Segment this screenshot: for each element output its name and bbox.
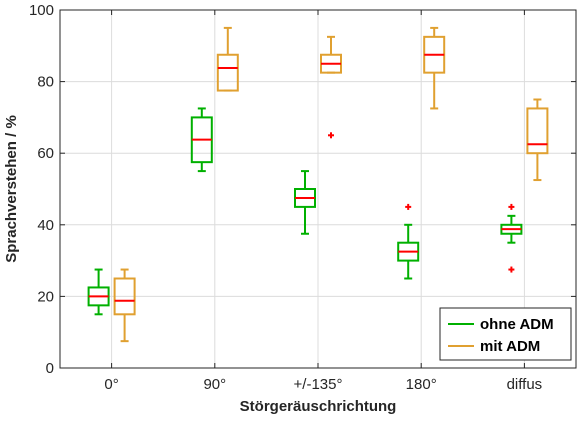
- x-tick-label: 90°: [203, 376, 226, 393]
- legend-entry-label: ohne ADM: [480, 316, 554, 333]
- box: [190, 107, 213, 173]
- x-tick-label: +/-135°: [294, 376, 343, 393]
- box: [500, 203, 523, 273]
- box-iqr: [113, 277, 136, 316]
- box: [113, 268, 136, 343]
- outlier-point: [508, 203, 515, 210]
- y-tick-label: 40: [37, 217, 54, 234]
- series-mit-adm: [113, 26, 549, 343]
- box: [87, 268, 110, 316]
- y-axis-label: Sprachverstehen / %: [3, 115, 20, 263]
- y-tick-label: 80: [37, 74, 54, 91]
- y-tick-label: 100: [29, 2, 54, 19]
- outlier-point: [405, 203, 412, 210]
- box: [397, 203, 420, 280]
- box: [216, 26, 239, 92]
- x-tick-label: diffus: [507, 376, 543, 393]
- box: [294, 170, 316, 235]
- y-tick-label: 20: [37, 288, 54, 305]
- y-tick-label: 0: [46, 360, 54, 377]
- box: [423, 26, 446, 110]
- outlier-point: [508, 266, 515, 273]
- y-axis-ticks: 0 20 40 60 80 100: [29, 2, 576, 377]
- outlier-point: [328, 132, 334, 139]
- y-tick-label: 60: [37, 145, 54, 162]
- box-series: [87, 26, 549, 343]
- series-ohne-adm: [87, 107, 523, 316]
- box-iqr: [216, 53, 239, 92]
- box: [526, 98, 549, 182]
- x-tick-label: 180°: [406, 376, 437, 393]
- box-iqr: [526, 107, 549, 155]
- legend-entry-label: mit ADM: [480, 338, 540, 355]
- x-axis-ticks: 0° 90° +/-135° 180° diffus: [104, 10, 542, 393]
- legend-box: [439, 307, 572, 361]
- x-axis-label: Störgeräuschrichtung: [240, 398, 397, 415]
- legend: ohne ADM mit ADM: [439, 307, 572, 361]
- box: [320, 35, 342, 139]
- x-tick-label: 0°: [104, 376, 118, 393]
